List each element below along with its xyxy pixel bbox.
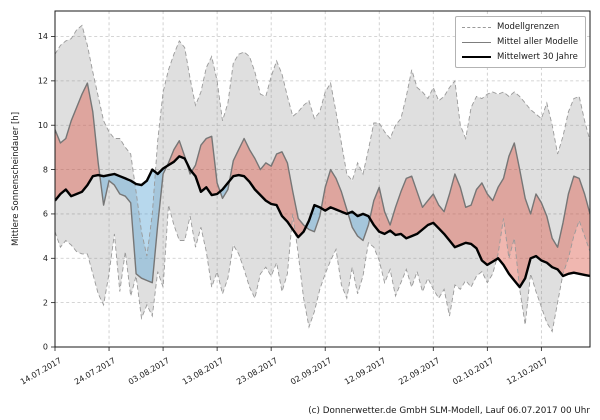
y-axis-title: Mittlere Sonnenscheindauer [h] [11, 111, 21, 247]
below-normal-fill [348, 211, 370, 241]
above-normal-fill [166, 140, 187, 167]
below-normal-fill [99, 166, 167, 283]
legend: Modellgrenzen Mittel aller Modelle Mitte… [455, 16, 587, 68]
plot-frame [54, 10, 591, 348]
legend-item-model-bounds: Modellgrenzen [462, 21, 578, 33]
below-normal-fill [305, 205, 322, 232]
model-mean-line [55, 82, 590, 284]
x-tick-label: 14.07.2017 [19, 356, 63, 387]
legend-label: Modellgrenzen [497, 22, 560, 32]
model-range-upper-line [55, 24, 590, 257]
y-tick-label: 14 [38, 32, 48, 41]
above-normal-fill [321, 169, 348, 214]
copyright-caption: (c) Donnerwetter.de GmbH SLM-Modell, Lau… [308, 406, 590, 416]
y-tick-label: 6 [43, 210, 48, 219]
x-tick-label: 22.09.2017 [397, 356, 441, 387]
thirty-year-mean-line [55, 155, 590, 289]
legend-label: Mittelwert 30 Jahre [497, 52, 578, 62]
x-tick-label: 24.07.2017 [73, 356, 117, 387]
y-tick-label: 10 [38, 121, 48, 130]
x-tick-label: 13.08.2017 [181, 356, 225, 387]
y-tick-label: 12 [38, 77, 48, 86]
x-tick-label: 23.08.2017 [235, 356, 279, 387]
x-tick-label: 03.08.2017 [127, 356, 171, 387]
y-tick-label: 4 [43, 254, 48, 263]
above-normal-fill [369, 143, 590, 288]
above-normal-fill [55, 83, 100, 201]
model-range-lower-line [55, 204, 590, 333]
dashed-line-sample [462, 26, 491, 28]
black-line-sample [462, 56, 491, 58]
legend-item-30y-mean: Mittelwert 30 Jahre [462, 51, 578, 63]
legend-label: Mittel aller Modelle [497, 37, 579, 47]
model-range-band [55, 25, 590, 332]
gray-line-sample [462, 41, 491, 43]
y-tick-label: 8 [43, 165, 48, 174]
y-tick-label: 2 [43, 298, 48, 307]
x-tick-label: 12.10.2017 [505, 356, 549, 387]
y-tick-label: 0 [43, 343, 48, 352]
x-tick-label: 02.10.2017 [451, 356, 495, 387]
legend-item-model-mean: Mittel aller Modelle [462, 36, 578, 48]
x-tick-label: 12.09.2017 [343, 356, 387, 387]
x-tick-label: 02.09.2017 [289, 356, 333, 387]
